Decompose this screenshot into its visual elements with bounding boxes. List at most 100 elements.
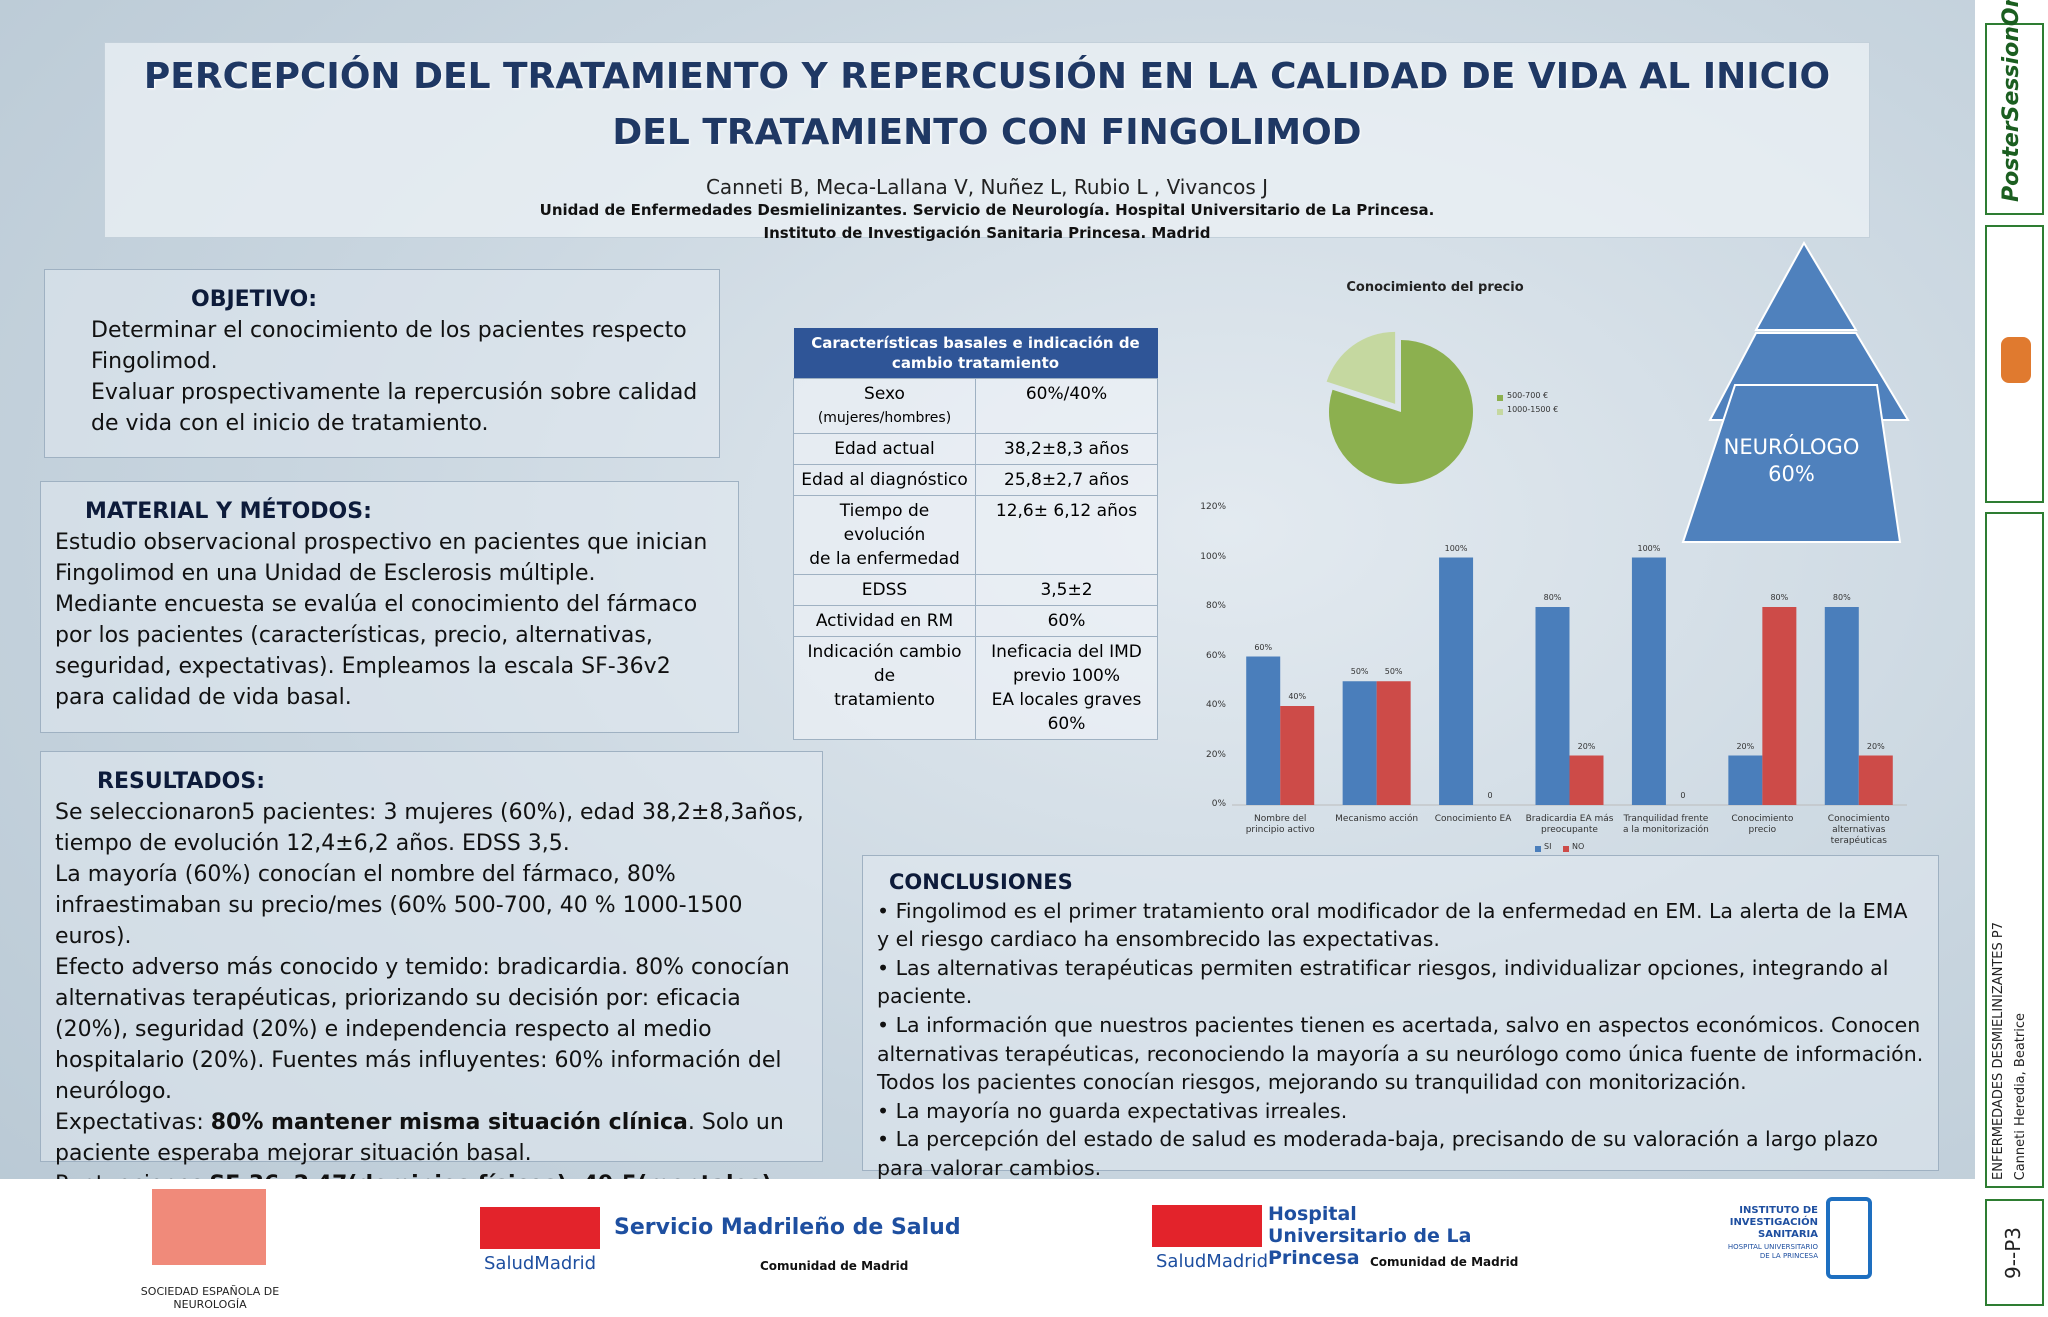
- table-cell: Indicación cambio de tratamiento: [793, 636, 976, 740]
- table-cell: 60%: [975, 605, 1158, 637]
- bullet: • La información que nuestros pacientes …: [877, 1012, 1924, 1095]
- footer: SOCIEDAD ESPAÑOLA DE NEUROLOGÍA SaludMad…: [0, 1179, 1975, 1317]
- value-label: 100%: [1637, 543, 1661, 553]
- instituto-hospital: HOSPITAL UNIVERSITARIO DE LA PRINCESA: [1727, 1243, 1818, 1260]
- table-row: Actividad en RM 60%: [793, 605, 1158, 637]
- saludmadrid: SaludMadrid: [484, 1253, 597, 1274]
- affiliation: Instituto de Investigación Sanitaria Pri…: [763, 224, 1211, 242]
- sen-icon: [2001, 337, 2031, 383]
- table-row: Indicación cambio de tratamiento Ineficaci…: [793, 636, 1158, 740]
- paragraph: La mayoría (60%) conocían el nombre del …: [55, 859, 812, 952]
- y-tick-label: 120%: [1200, 502, 1226, 512]
- value-label: 60%: [1254, 642, 1273, 652]
- value-label: 50%: [1384, 667, 1403, 677]
- objetivo-box: OBJETIVO: Determinar el conocimiento de …: [44, 269, 720, 458]
- table-cell: Actividad en RM: [793, 605, 976, 637]
- table-header-row: Características basales e indicación de …: [793, 328, 1158, 379]
- bullet: • Fingolimod es el primer tratamiento or…: [877, 898, 1908, 952]
- cell-line: Actividad en RM: [815, 611, 954, 631]
- table-row: Sexo (mujeres/hombres) 60%/40%: [793, 378, 1158, 434]
- heading: CONCLUSIONES: [889, 870, 1073, 894]
- sen-text: SOCIEDAD ESPAÑOLA DE NEUROLOGÍA: [140, 1285, 280, 1311]
- sidebar: PosterSessionOnline ENFERMEDADES DESMIEL…: [1975, 0, 2048, 1317]
- table-row: Tiempo de evolución de la enfermedad 12,6±…: [793, 495, 1158, 575]
- section: ENFERMEDADES DESMIELINIZANTES P7: [1991, 922, 2006, 1180]
- cell-line: 38,2±8,3 años: [1004, 439, 1129, 459]
- baseline-table: Características basales e indicación de …: [793, 328, 1158, 740]
- title: PERCEPCIÓN DEL TRATAMIENTO Y REPERCUSIÓN…: [143, 56, 1831, 153]
- table-row: Edad actual 38,2±8,3 años: [793, 433, 1158, 465]
- header: PERCEPCIÓN DEL TRATAMIENTO Y REPERCUSIÓN…: [104, 42, 1870, 242]
- x-tick-label: Conocimiento alternativas terapéuticas: [1827, 814, 1890, 846]
- paragraph: Evaluar prospectivamente la repercusión …: [91, 377, 707, 439]
- pyramid-value: 60%: [1768, 462, 1815, 486]
- x-tick-label: Nombre del principio activo: [1245, 814, 1315, 835]
- resultados-box: RESULTADOS: Se seleccionaron5 pacientes:…: [40, 751, 823, 1197]
- table-cell: Tiempo de evolución de la enfermedad: [793, 495, 976, 575]
- table-cell: Edad al diagnóstico: [793, 464, 976, 496]
- instituto-text: INSTITUTO DE INVESTIGACIÓN SANITARIA: [1729, 1205, 1818, 1240]
- ip-logo: [1826, 1197, 1872, 1279]
- comunidad: Comunidad de Madrid: [760, 1259, 909, 1273]
- table-row: Edad al diagnóstico 25,8±2,7 años: [793, 464, 1158, 496]
- x-tick-label: Mecanismo acción: [1335, 814, 1419, 824]
- cell-line: Tiempo de evolución: [839, 501, 930, 545]
- cell-line: 12,6± 6,12 años: [995, 501, 1138, 521]
- table-cell: Sexo (mujeres/hombres): [793, 378, 976, 434]
- bar: [1728, 755, 1763, 805]
- text-run: La mayoría (60%) conocían el nombre del …: [55, 862, 743, 949]
- sermas-logo: [480, 1207, 600, 1249]
- cell-line: EDSS: [861, 580, 908, 600]
- affiliation: Unidad de Enfermedades Desmielinizantes.…: [539, 201, 1435, 219]
- value-label: 20%: [1736, 741, 1755, 751]
- sermas-text: Servicio Madrileño de Salud: [614, 1215, 961, 1240]
- authors: Canneti B, Meca-Lallana V, Nuñez L, Rubi…: [705, 175, 1269, 199]
- text-run: . Solo un paciente esperaba mejorar situ…: [55, 1110, 784, 1166]
- bar: [1376, 681, 1411, 805]
- value-label: 80%: [1543, 593, 1562, 602]
- table-cell: Edad actual: [793, 433, 976, 465]
- table-cell: 3,5±2: [975, 574, 1158, 606]
- table-cell: EDSS: [793, 574, 976, 606]
- cell-line: EA locales graves 60%: [991, 690, 1142, 734]
- value-label: 20%: [1577, 741, 1596, 751]
- brand-box: PosterSessionOnline: [1985, 0, 2044, 215]
- bullet: • La mayoría no guarda expectativas irre…: [877, 1098, 1348, 1123]
- y-tick-label: 40%: [1205, 700, 1226, 710]
- legend-swatch: [1497, 395, 1503, 401]
- paragraph: Determinar el conocimiento de los pacien…: [91, 315, 707, 377]
- value-label: 20%: [1866, 741, 1885, 751]
- text-run: Estudio observacional prospectivo en pac…: [55, 530, 708, 586]
- table-cell: 25,8±2,7 años: [975, 464, 1158, 496]
- bullet: • Las alternativas terapéuticas permiten…: [877, 955, 1889, 1009]
- heading: OBJETIVO:: [191, 287, 318, 312]
- table-cell: 38,2±8,3 años: [975, 433, 1158, 465]
- table-cell: 12,6± 6,12 años: [975, 495, 1158, 575]
- pie-slice: [1328, 340, 1473, 485]
- legend-swatch: [1535, 846, 1541, 852]
- pie-title: Conocimiento del precio: [1346, 280, 1524, 295]
- cell-line: 60%: [1047, 611, 1086, 631]
- cell-line: 3,5±2: [1040, 580, 1093, 600]
- cell-line: Sexo: [864, 384, 905, 404]
- bold-run: 80% mantener misma situación clínica: [210, 1110, 688, 1135]
- cell-line: tratamiento: [834, 690, 935, 710]
- cell-line: de la enfermedad: [809, 549, 960, 569]
- x-tick-label: Tranquilidad frente a la monitorización: [1622, 814, 1709, 835]
- pyramid-bottom: [1681, 384, 1902, 543]
- bullet: • La percepción del estado de salud es m…: [877, 1127, 1878, 1180]
- x-tick-label: Conocimiento EA: [1434, 814, 1512, 824]
- y-tick-label: 20%: [1205, 749, 1226, 760]
- pyramid-top: [1754, 240, 1858, 331]
- author: Canneti Heredia, Beatrice: [2013, 1012, 2028, 1180]
- bar: [1246, 656, 1281, 805]
- pie-slice: [1326, 331, 1396, 404]
- text-run: Mediante encuesta se evalúa el conocimie…: [55, 592, 698, 710]
- code-box: 9--P3: [1985, 1199, 2044, 1306]
- value-label: 40%: [1288, 692, 1307, 701]
- bar: [1631, 557, 1666, 805]
- pyramid-text: NEURÓLOGO: [1723, 435, 1860, 459]
- legend-label: NO: [1572, 842, 1585, 851]
